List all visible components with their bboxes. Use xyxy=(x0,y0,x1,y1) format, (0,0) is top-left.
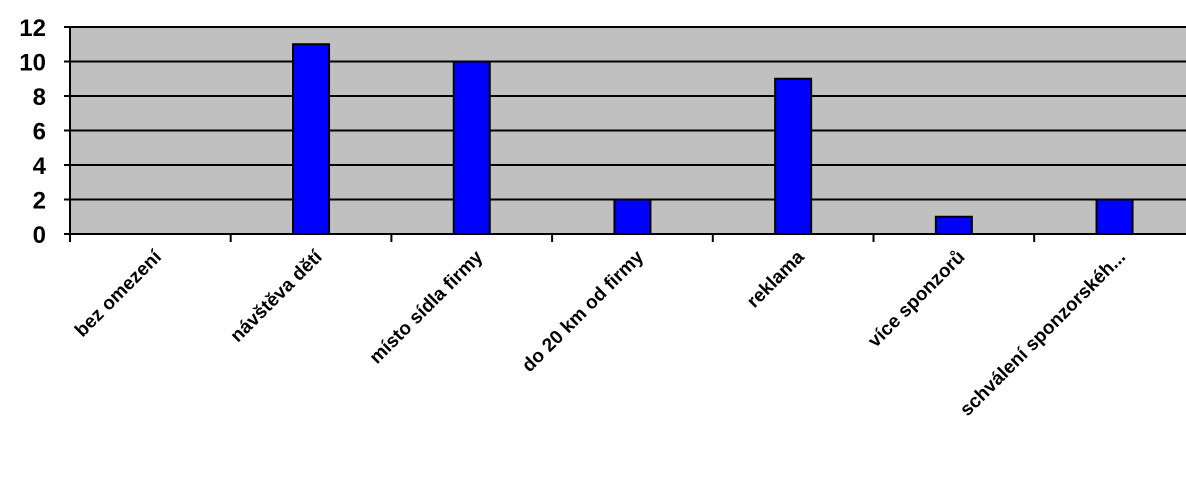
bar xyxy=(292,43,331,235)
bar xyxy=(1095,198,1134,235)
x-axis-ticks: bez omezení návštěva dětí místo sídla firm… xyxy=(69,234,1130,421)
y-tick-label: 10 xyxy=(19,50,46,77)
y-axis-ticks: 0 2 4 6 8 10 12 xyxy=(19,15,70,249)
y-tick-label: 2 xyxy=(33,188,46,215)
bar xyxy=(934,215,973,235)
bar xyxy=(452,60,491,235)
x-category-label: místo sídla firmy xyxy=(366,246,488,368)
y-tick-label: 8 xyxy=(33,84,46,111)
x-category-label: do 20 km od firmy xyxy=(518,246,648,376)
bars xyxy=(292,43,1134,235)
y-tick-label: 0 xyxy=(33,222,46,249)
x-category-label: bez omezení xyxy=(71,246,166,341)
x-category-label: schválení sponzorskéh... xyxy=(956,247,1130,421)
bar xyxy=(613,198,652,235)
y-tick-label: 12 xyxy=(19,15,46,42)
y-tick-label: 4 xyxy=(33,153,47,180)
x-category-label: návštěva dětí xyxy=(227,246,327,346)
gridlines xyxy=(70,26,1186,201)
bar xyxy=(774,77,813,235)
x-category-label: více sponzorů xyxy=(864,247,969,352)
y-tick-label: 6 xyxy=(33,119,46,146)
x-category-label: reklama xyxy=(743,246,809,312)
